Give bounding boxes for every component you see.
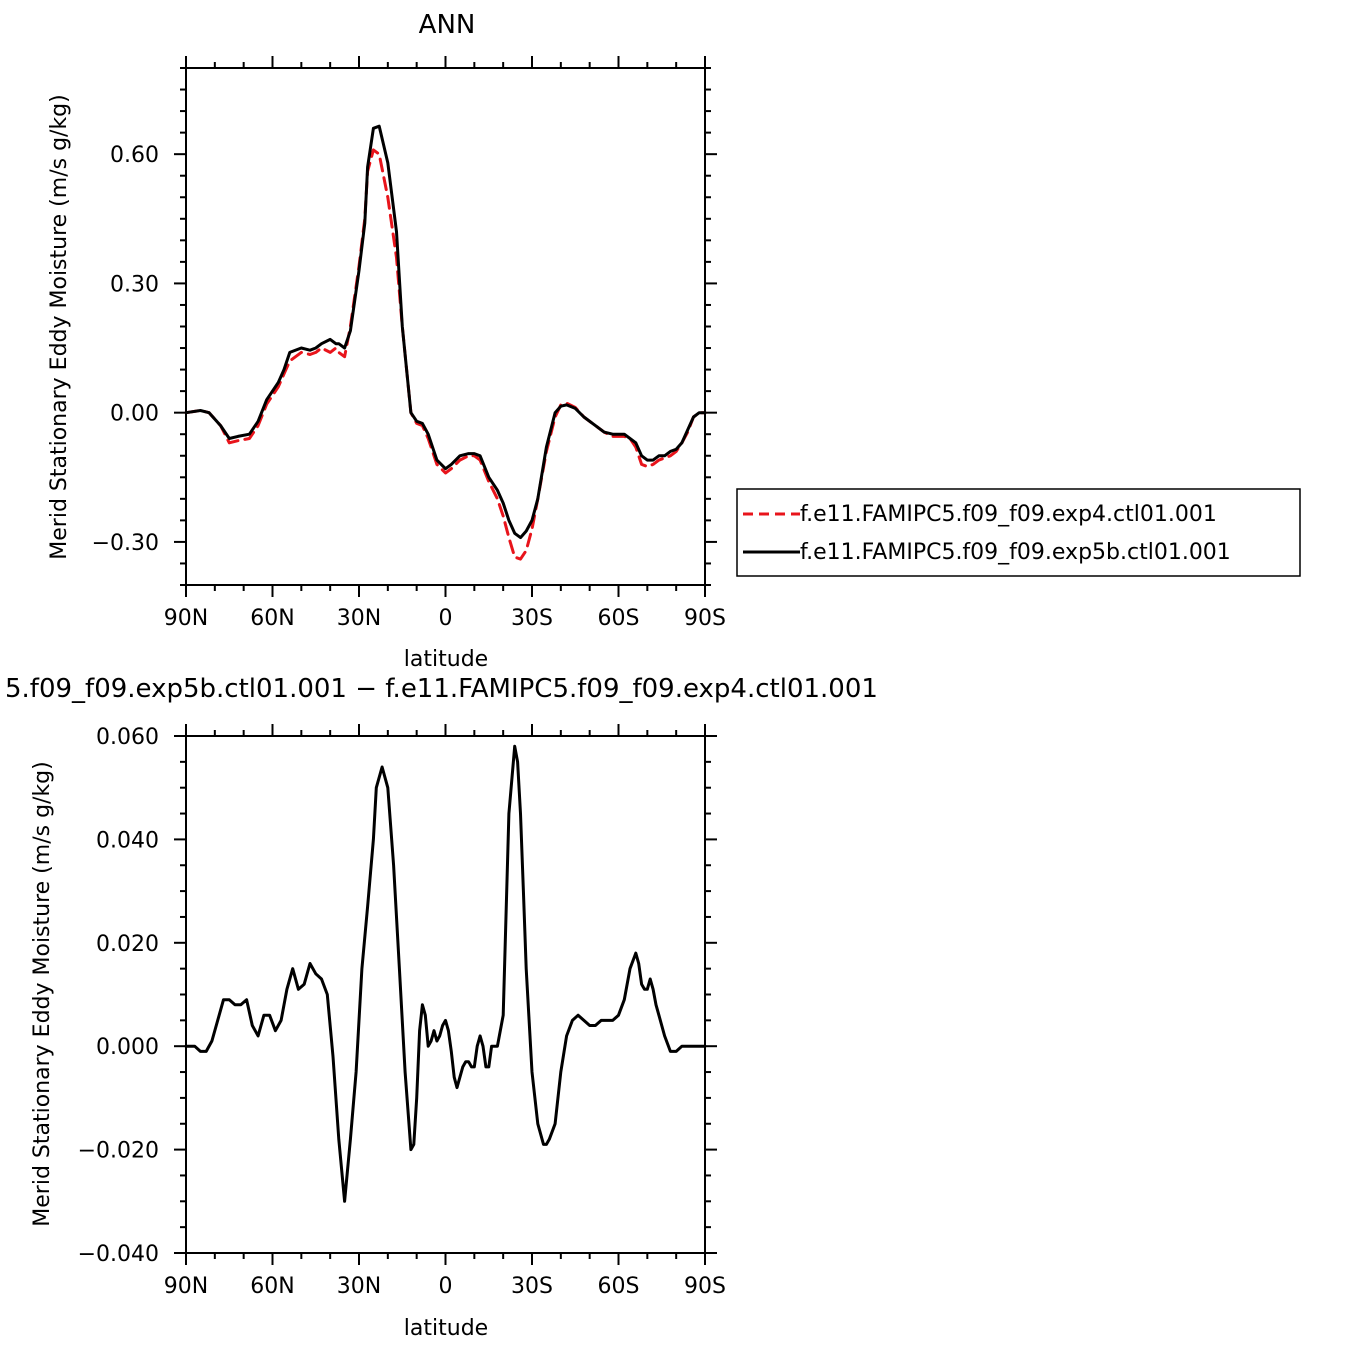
series-line-1 — [184, 124, 707, 540]
x-tick-label: 60N — [250, 606, 294, 631]
series-layer — [184, 124, 707, 561]
x-tick-label: 30S — [511, 606, 553, 631]
y-tick-label: −0.30 — [92, 531, 159, 556]
y-tick-label: −0.020 — [78, 1139, 159, 1164]
x-tick-label: 90S — [684, 606, 726, 631]
tick-layer — [174, 56, 717, 597]
legend-label-exp5b: f.e11.FAMIPC5.f09_f09.exp5b.ctl01.001 — [800, 540, 1231, 565]
legend-label-exp4: f.e11.FAMIPC5.f09_f09.exp4.ctl01.001 — [800, 502, 1217, 527]
y-tick-label: 0.060 — [96, 725, 159, 750]
chart-title: 5.f09_f09.exp5b.ctl01.001 − f.e11.FAMIPC… — [5, 674, 878, 704]
tick-label-layer: −0.30 0.00 0.30 0.60 90N 60N 30N 0 30S 60S 90S — [92, 143, 726, 631]
x-axis-label: latitude — [404, 1316, 488, 1341]
series-line-0 — [184, 744, 707, 1203]
y-tick-label: 0.00 — [110, 402, 159, 427]
chart-title: ANN — [419, 10, 476, 40]
panel-difference-chart: 5.f09_f09.exp5b.ctl01.001 − f.e11.FAMIPC… — [5, 674, 878, 1341]
plot-frame — [185, 67, 706, 586]
series-layer — [184, 744, 707, 1203]
tick-layer — [174, 724, 717, 1265]
x-tick-label: 0 — [439, 1274, 453, 1299]
tick-label-layer: −0.040 −0.020 0.000 0.020 0.040 0.060 90N 60N 30… — [78, 725, 726, 1299]
x-tick-label: 90S — [684, 1274, 726, 1299]
plot-frame — [185, 735, 706, 1254]
x-tick-label: 60S — [598, 606, 640, 631]
y-axis-label: Merid Stationary Eddy Moisture (m/s g/kg… — [30, 761, 55, 1226]
y-axis-label: Merid Stationary Eddy Moisture (m/s g/kg… — [47, 94, 72, 559]
x-tick-label: 30S — [511, 1274, 553, 1299]
legend-box — [736, 488, 1301, 577]
y-tick-label: 0.30 — [110, 272, 159, 297]
y-tick-label: 0.000 — [96, 1035, 159, 1060]
x-tick-label: 30N — [337, 1274, 381, 1299]
y-tick-label: 0.020 — [96, 932, 159, 957]
x-tick-label: 0 — [439, 606, 453, 631]
y-tick-label: −0.040 — [78, 1242, 159, 1267]
series-line-0 — [184, 148, 707, 561]
x-tick-label: 90N — [164, 1274, 208, 1299]
x-tick-label: 30N — [337, 606, 381, 631]
y-tick-label: 0.040 — [96, 828, 159, 853]
x-tick-label: 90N — [164, 606, 208, 631]
x-tick-label: 60N — [250, 1274, 294, 1299]
x-axis-label: latitude — [404, 647, 488, 672]
legend: f.e11.FAMIPC5.f09_f09.exp4.ctl01.001 f.e… — [736, 488, 1301, 577]
panel-top-chart: ANN Merid Stationary Eddy Moisture (m/s … — [47, 10, 726, 672]
x-tick-label: 60S — [598, 1274, 640, 1299]
y-tick-label: 0.60 — [110, 143, 159, 168]
